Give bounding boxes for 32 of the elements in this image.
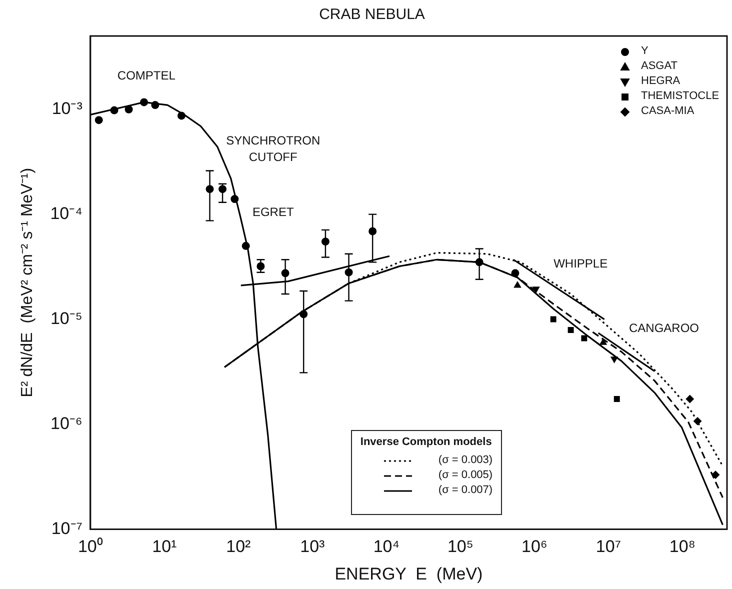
y-tick-label: 10⁻³: [52, 99, 83, 118]
x-tick-label: 10⁵: [447, 537, 474, 556]
y-tick-label: 10⁻⁶: [50, 414, 82, 433]
y-axis-title: E² dN/dE (MeV² cm⁻² s⁻¹ MeV⁻¹): [19, 168, 36, 398]
legend-label: (σ = 0.003): [437, 453, 493, 468]
y-tick-label: 10⁻⁵: [50, 308, 82, 328]
x-tick-label: 10²: [226, 537, 252, 556]
legend-label: ASGAT: [641, 59, 678, 74]
y-tick-label: 10⁻⁴: [50, 204, 82, 224]
legend-label: Y: [641, 44, 648, 59]
legend-label: CASA-MIA: [641, 104, 694, 119]
x-tick-label: 10¹: [152, 537, 178, 556]
annotation: COMPTEL: [117, 68, 176, 82]
x-axis-title: ENERGY E (MeV): [334, 564, 483, 584]
legend-label: (σ = 0.007): [437, 483, 493, 498]
annotation: WHIPPLE: [554, 256, 608, 271]
x-tick-label: 10³: [300, 537, 326, 556]
x-tick-label: 10⁴: [373, 537, 400, 556]
x-tick-label: 10⁶: [521, 537, 548, 556]
annotation: CUTOFF: [248, 150, 298, 164]
legend-label: THEMISTOCLE: [641, 89, 720, 104]
legend-title: Inverse Compton models: [360, 435, 493, 450]
x-tick-label: 10⁷: [596, 537, 621, 556]
y-tick-label: 10⁻⁷: [51, 518, 82, 538]
x-tick-label: 10⁰: [78, 537, 103, 556]
legend-label: HEGRA: [641, 74, 680, 89]
legend-label: (σ = 0.005): [437, 468, 493, 484]
annotation: EGRET: [252, 204, 294, 219]
annotation: SYNCHROTRON: [226, 133, 320, 148]
chart-title: CRAB NEBULA: [319, 6, 425, 24]
x-tick-label: 10⁸: [669, 537, 696, 556]
annotation: CANGAROO: [628, 320, 699, 335]
